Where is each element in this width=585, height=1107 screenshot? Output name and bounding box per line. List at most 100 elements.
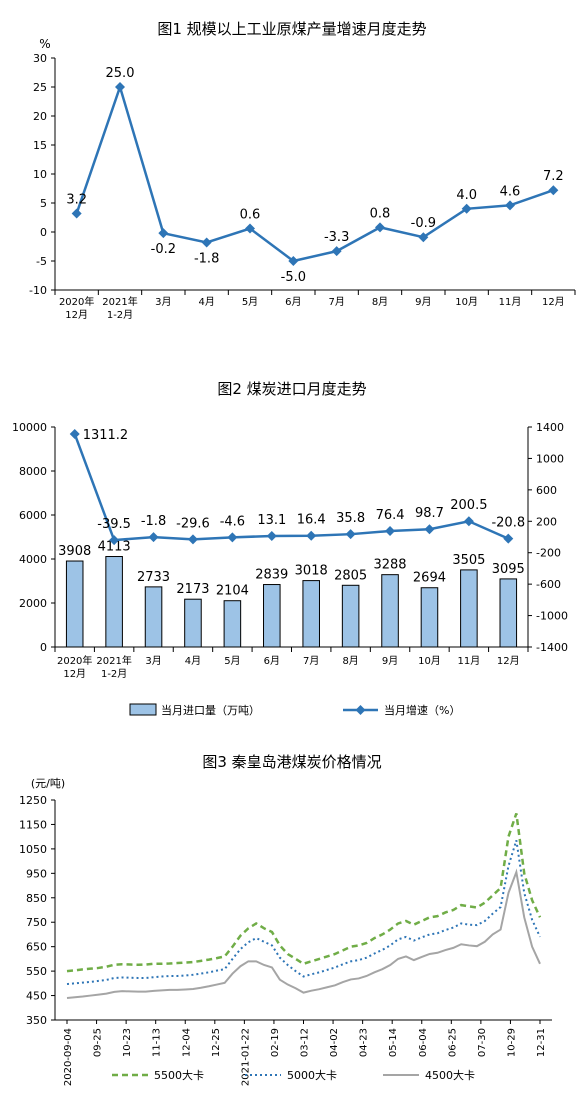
line-data-label: 76.4: [376, 508, 405, 523]
x-tick-label: 09-25: [93, 1028, 104, 1057]
y-tick-label: 0: [40, 226, 47, 239]
y-right-tick-label: -1000: [536, 610, 568, 623]
line-point-marker: [463, 516, 474, 527]
line-data-label: -20.8: [491, 516, 525, 531]
bar-import-volume: [223, 600, 242, 648]
x-tick-label: 06-04: [418, 1028, 429, 1057]
y-left-tick-label: 6000: [19, 509, 47, 522]
y-right-tick-label: 600: [536, 484, 557, 497]
y-tick-label: 5: [40, 197, 47, 210]
data-point-marker: [245, 223, 255, 234]
data-point-marker: [71, 208, 82, 219]
x-tick-label: 12月: [497, 655, 520, 667]
bar-data-label: 2733: [137, 570, 170, 585]
chart-2-coal-import: 图2 煤炭进口月度走势 0 2000 4000 6000 8000 10000 -1400 -1…: [0, 370, 585, 740]
x-tick-label: 3月: [155, 296, 171, 308]
x-tick-label: 10-23: [122, 1028, 133, 1057]
y-tick-label: 950: [26, 867, 47, 880]
legend-line-label: 当月增速（%）: [384, 703, 460, 717]
y-left-tick-label: 4000: [19, 553, 47, 566]
data-point-marker: [461, 203, 472, 214]
x-tick-label: 06-25: [447, 1028, 458, 1057]
line-point-marker: [424, 524, 435, 535]
x-tick-label: 2021年: [96, 654, 131, 667]
x-tick-label: 2020年: [59, 295, 94, 308]
x-tick-label: 02-19: [270, 1028, 281, 1057]
x-tick-label: 2020年: [57, 654, 92, 667]
line-point-marker: [306, 530, 317, 541]
line-data-label: 1311.2: [83, 428, 129, 443]
line-data-label: -1.8: [141, 514, 166, 529]
bar-import-volume: [105, 556, 123, 648]
bar-data-label: 3908: [58, 544, 91, 559]
bar-import-volume: [144, 586, 163, 648]
bar-data-label: 2173: [176, 582, 209, 597]
bar-import-volume: [263, 584, 281, 648]
bar-data-label: 2839: [255, 568, 288, 583]
data-label: -5.0: [281, 270, 306, 285]
data-point-marker: [115, 82, 125, 92]
bar-data-label: 2104: [216, 584, 249, 599]
y-axis-unit: %: [39, 37, 50, 51]
data-label: -1.8: [194, 251, 219, 266]
line-data-label: 98.7: [415, 506, 444, 521]
data-point-marker: [288, 256, 299, 266]
x-tick-label: 9月: [382, 655, 398, 667]
data-label: 0.6: [240, 208, 261, 223]
y-left-tick-label: 0: [40, 641, 47, 654]
data-label: 0.8: [370, 206, 391, 221]
bar-import-volume: [65, 560, 84, 648]
bar-import-volume: [381, 574, 399, 648]
x-tick-label: 11月: [499, 296, 522, 308]
x-tick-label: 03-12: [300, 1028, 311, 1057]
bar-import-volume: [420, 587, 439, 648]
line-point-marker: [69, 428, 80, 439]
data-point-marker: [201, 237, 212, 248]
line-data-label: 35.8: [336, 511, 365, 526]
y-tick-label: 750: [26, 916, 47, 929]
x-tick-label: 10-29: [506, 1028, 517, 1057]
x-tick-label: 12-25: [211, 1028, 222, 1057]
data-point-marker: [158, 228, 169, 239]
legend-bar-label: 当月进口量（万吨）: [161, 703, 260, 717]
y-left-tick-label: 2000: [19, 597, 47, 610]
line-point-marker: [227, 532, 238, 543]
y-tick-label: 350: [26, 1014, 47, 1027]
x-tick-label: 4月: [198, 296, 214, 308]
line-data-label: -4.6: [220, 514, 245, 529]
y-left-tick-label: 8000: [19, 465, 47, 478]
x-tick-label: 6月: [285, 296, 301, 308]
x-tick-label: 11-13: [152, 1028, 163, 1057]
bar-data-label: 3505: [452, 553, 485, 568]
chart-3-qinhuangdao-price: 图3 秦皇岛港煤炭价格情况 (元/吨) 350 450 550 650 750 850 950 1…: [0, 745, 585, 1107]
y-right-tick-label: 1000: [536, 452, 564, 465]
line-point-marker: [109, 535, 120, 546]
x-tick-label: 05-14: [388, 1028, 399, 1057]
bar-import-volume: [460, 569, 478, 648]
line-point-marker: [345, 529, 356, 540]
x-tick-label: 12月: [65, 309, 88, 321]
data-point-marker: [505, 200, 515, 211]
y-right-tick-label: 1400: [536, 421, 564, 434]
line-data-label: 16.4: [297, 513, 326, 528]
legend-label: 4500大卡: [425, 1068, 475, 1082]
chart-1-production-growth: 图1 规模以上工业原煤产量增速月度走势% -10 -5 0 5 10 15 20 25 30 202…: [0, 0, 585, 350]
line-point-marker: [148, 532, 159, 543]
y-tick-label: 30: [33, 52, 47, 65]
data-point-marker: [375, 222, 385, 233]
data-label: -0.2: [151, 242, 176, 257]
bar-data-label: 2694: [413, 571, 446, 586]
series-line-growth: [75, 82, 554, 263]
x-tick-label: 07-30: [477, 1028, 488, 1057]
data-point-marker: [548, 185, 559, 196]
x-tick-label: 4月: [185, 655, 201, 667]
chart-title: 图1 规模以上工业原煤产量增速月度走势: [157, 20, 426, 38]
data-label: 25.0: [106, 66, 135, 81]
chart-1-svg: 图1 规模以上工业原煤产量增速月度走势% -10 -5 0 5 10 15 20 25 30 202…: [29, 20, 576, 321]
x-tick-label: 12月: [542, 296, 565, 308]
series-line-4500大卡: [66, 868, 541, 999]
y-tick-label: -10: [29, 284, 47, 297]
bar-data-label: 3095: [492, 562, 525, 577]
x-tick-label: 5月: [224, 655, 240, 667]
data-point-marker: [418, 232, 429, 243]
